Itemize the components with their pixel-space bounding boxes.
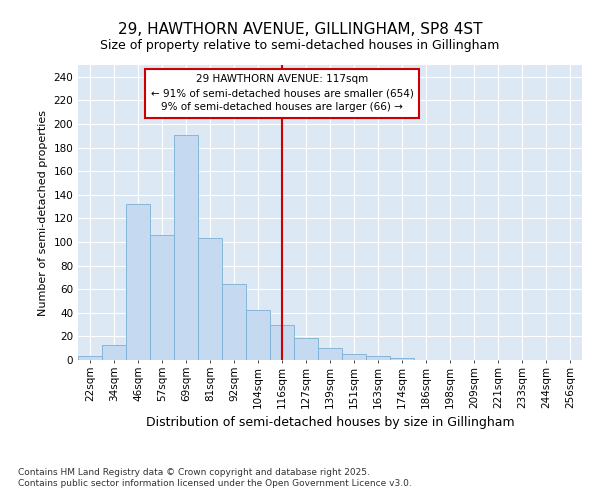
Text: 29, HAWTHORN AVENUE, GILLINGHAM, SP8 4ST: 29, HAWTHORN AVENUE, GILLINGHAM, SP8 4ST [118, 22, 482, 38]
Bar [295, 338, 317, 360]
Bar [79, 356, 101, 360]
Bar [319, 348, 341, 360]
Bar [127, 204, 149, 360]
Bar [391, 358, 413, 360]
Bar [271, 324, 293, 360]
Bar [367, 356, 389, 360]
Text: Contains HM Land Registry data © Crown copyright and database right 2025.
Contai: Contains HM Land Registry data © Crown c… [18, 468, 412, 487]
Y-axis label: Number of semi-detached properties: Number of semi-detached properties [38, 110, 48, 316]
Bar [103, 344, 125, 360]
Bar [199, 238, 221, 360]
Text: 29 HAWTHORN AVENUE: 117sqm
← 91% of semi-detached houses are smaller (654)
9% of: 29 HAWTHORN AVENUE: 117sqm ← 91% of semi… [151, 74, 413, 112]
Bar [175, 134, 197, 360]
Text: Size of property relative to semi-detached houses in Gillingham: Size of property relative to semi-detach… [100, 39, 500, 52]
Bar [343, 354, 365, 360]
X-axis label: Distribution of semi-detached houses by size in Gillingham: Distribution of semi-detached houses by … [146, 416, 514, 429]
Bar [151, 235, 173, 360]
Bar [223, 284, 245, 360]
Bar [247, 310, 269, 360]
